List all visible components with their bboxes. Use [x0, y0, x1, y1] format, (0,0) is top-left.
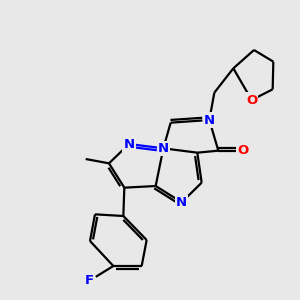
Text: F: F [84, 274, 94, 287]
Text: N: N [176, 196, 187, 209]
Text: N: N [204, 113, 215, 127]
Text: O: O [237, 144, 248, 157]
Text: O: O [246, 94, 257, 106]
Text: N: N [123, 137, 135, 151]
Text: N: N [158, 142, 169, 155]
